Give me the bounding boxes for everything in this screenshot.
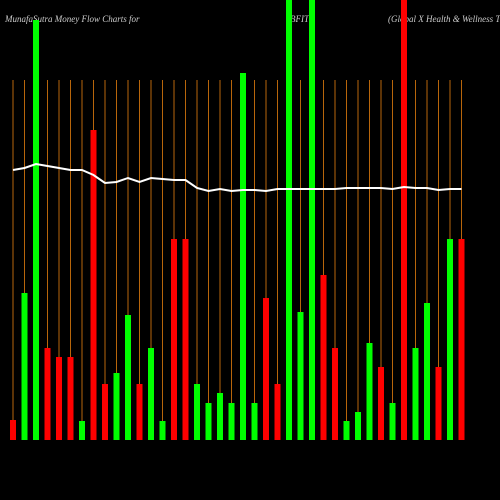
bar <box>159 421 166 440</box>
bar <box>102 384 108 440</box>
bar <box>378 367 384 440</box>
bar <box>79 421 85 440</box>
chart-title: MunafaSutra Money Flow Charts for <box>4 14 140 24</box>
bar <box>458 239 465 440</box>
bar <box>366 343 373 440</box>
bar <box>10 420 16 440</box>
bar <box>401 0 407 440</box>
bar <box>228 403 235 440</box>
bar <box>125 315 131 440</box>
bar <box>56 357 62 440</box>
bar <box>194 384 200 440</box>
bar <box>67 357 74 440</box>
bar <box>447 239 453 440</box>
bar <box>320 275 327 440</box>
bar <box>205 403 212 440</box>
bar <box>113 373 120 440</box>
bar <box>44 348 51 440</box>
bar <box>343 421 350 440</box>
bar <box>355 412 361 440</box>
bar <box>412 348 419 440</box>
bar <box>148 348 154 440</box>
bar <box>309 0 315 440</box>
bar <box>389 403 396 440</box>
bar <box>435 367 442 440</box>
money-flow-line <box>12 162 462 193</box>
bar <box>33 20 39 440</box>
ticker: BFIT <box>290 14 310 24</box>
bar <box>240 73 246 440</box>
chart-subtitle: (Global X Health & Wellness Th <box>388 14 500 24</box>
bar <box>424 303 430 440</box>
bar <box>136 384 143 440</box>
bar <box>286 0 292 440</box>
bar <box>332 348 338 440</box>
bar <box>217 393 223 440</box>
bar <box>182 239 189 440</box>
bar <box>171 239 177 440</box>
bar <box>21 293 28 440</box>
bar <box>251 403 258 440</box>
bar <box>90 130 97 440</box>
bar <box>274 384 281 440</box>
bar <box>297 312 304 440</box>
bar <box>263 298 269 440</box>
